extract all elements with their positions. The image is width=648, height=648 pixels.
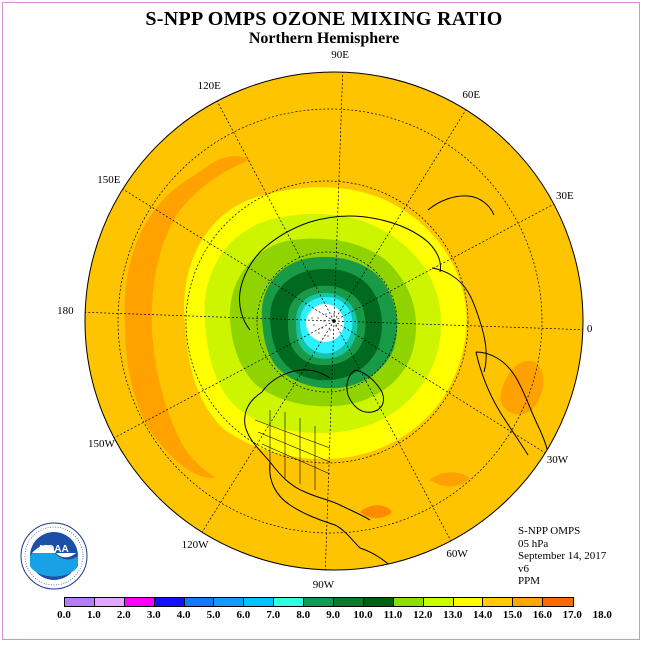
coast-greenland (346, 369, 385, 413)
colorbar-tick-label: 4.0 (176, 609, 191, 621)
meridian-30w (333, 320, 546, 454)
logo-text: NOAA (39, 544, 68, 555)
colorbar-swatch (274, 598, 305, 606)
colorbar-tick-label: 15.0 (502, 609, 523, 621)
colorbar-swatch (483, 598, 514, 606)
pressure-level: 05 hPa (518, 537, 549, 550)
colorbar-tick-label: 13.0 (443, 609, 463, 621)
coastlines (239, 195, 551, 570)
instrument-label: S-NPP OMPS (518, 525, 581, 537)
colorbar-tick-label: 6.0 (236, 609, 251, 621)
date-label: September 14, 2017 (518, 550, 607, 562)
coast-mexico-central-america (269, 461, 361, 549)
meridian-150e (122, 188, 335, 322)
colorbar-tick-label: 12.0 (413, 609, 433, 621)
colorbar-tick-label: 16.0 (532, 609, 553, 621)
colorbar-swatch (513, 598, 544, 606)
longitude-label-150e: 150E (97, 173, 121, 186)
colorbar-swatch (244, 598, 275, 606)
longitude-label-30e: 30E (555, 189, 574, 202)
meridian-120w (201, 320, 335, 533)
image-frame (2, 2, 640, 640)
meridian-0 (333, 320, 583, 331)
map-border (84, 71, 584, 571)
colorbar-tick-label: 9.0 (326, 609, 340, 621)
colorbar-swatch (154, 598, 185, 606)
meridian-30e (333, 203, 555, 322)
coast-india (427, 195, 495, 216)
colorbar-tick-label: 5.0 (206, 609, 221, 621)
meridian-180 (85, 311, 335, 322)
colorbar-tick-label: 17.0 (562, 609, 582, 621)
colorbar-swatch (453, 598, 484, 606)
coast-europe (431, 267, 487, 373)
colorbar-swatch (334, 598, 364, 606)
high-ozone-band-west (124, 155, 250, 479)
noaa-logo: NOAA (20, 522, 88, 590)
meridians (85, 72, 583, 570)
colorbar (64, 597, 575, 607)
longitude-label-150w: 150W (88, 438, 115, 451)
map-title: S-NPP OMPS OZONE MIXING RATIO (145, 8, 503, 30)
map-subtitle: Northern Hemisphere (248, 30, 400, 47)
polar-data-void (306, 304, 344, 342)
colorbar-swatch (423, 598, 454, 606)
longitude-label-60w: 60W (446, 547, 468, 560)
colorbar-tick-label: 8.0 (296, 609, 311, 621)
coast-east-asia (239, 249, 263, 331)
longitude-label-120e: 120E (197, 80, 221, 93)
colorbar-tick-label: 11.0 (383, 609, 403, 621)
longitude-label-60e: 60E (462, 89, 481, 102)
graticule (117, 108, 543, 534)
longitude-label-180: 180 (57, 304, 74, 317)
coast-north-america (244, 369, 371, 521)
us-state-borders (254, 410, 331, 490)
colorbar-tick-label: 7.0 (266, 609, 281, 621)
version-label: v6 (518, 562, 529, 575)
longitude-label-90e: 90E (331, 49, 349, 62)
colorbar-swatch (363, 598, 394, 606)
high-ozone-patch-caribbean (360, 505, 392, 518)
colorbar-tick-label: 18.0 (592, 609, 612, 621)
colorbar-tick-label: 14.0 (472, 609, 493, 621)
colorbar-tick-label: 10.0 (353, 609, 373, 621)
colorbar-swatch (393, 598, 424, 606)
colorbar-swatch (124, 598, 155, 606)
longitude-label-0: 0 (586, 323, 593, 336)
meridian-90e (333, 72, 344, 322)
longitude-label-30w: 30W (546, 454, 569, 467)
meridian-150w (113, 320, 335, 439)
longitude-label-120w: 120W (181, 538, 209, 551)
colorbar-swatch (184, 598, 215, 606)
meridian-120e (216, 100, 335, 322)
meridian-60w (333, 320, 452, 542)
colorbar-swatch (214, 598, 245, 606)
meridian-60e (333, 109, 467, 322)
colorbar-tick-label: 3.0 (146, 609, 161, 621)
colorbar-swatch (65, 598, 95, 606)
colorbar-ticks: 0.0 1.0 2.0 3.0 4.0 5.0 6.0 7.0 8.0 9.0 10.0 11.0 12… (52, 609, 612, 623)
colorbar-swatch (94, 598, 125, 606)
colorbar-swatch (543, 598, 574, 606)
colorbar-tick-label: 0.0 (57, 609, 71, 621)
high-ozone-patch-southeast (430, 472, 470, 487)
coast-asia (261, 215, 441, 273)
units-label: PPM (518, 575, 541, 587)
colorbar-tick-label: 2.0 (116, 609, 131, 621)
info-block: S-NPP OMPS 05 hPa September 14, 2017 v6 … (518, 525, 606, 588)
longitude-label-90w: 90W (312, 578, 335, 591)
colorbar-tick-label: 1.0 (87, 609, 101, 621)
meridian-90w (324, 320, 335, 570)
colorbar-swatch (304, 598, 335, 606)
